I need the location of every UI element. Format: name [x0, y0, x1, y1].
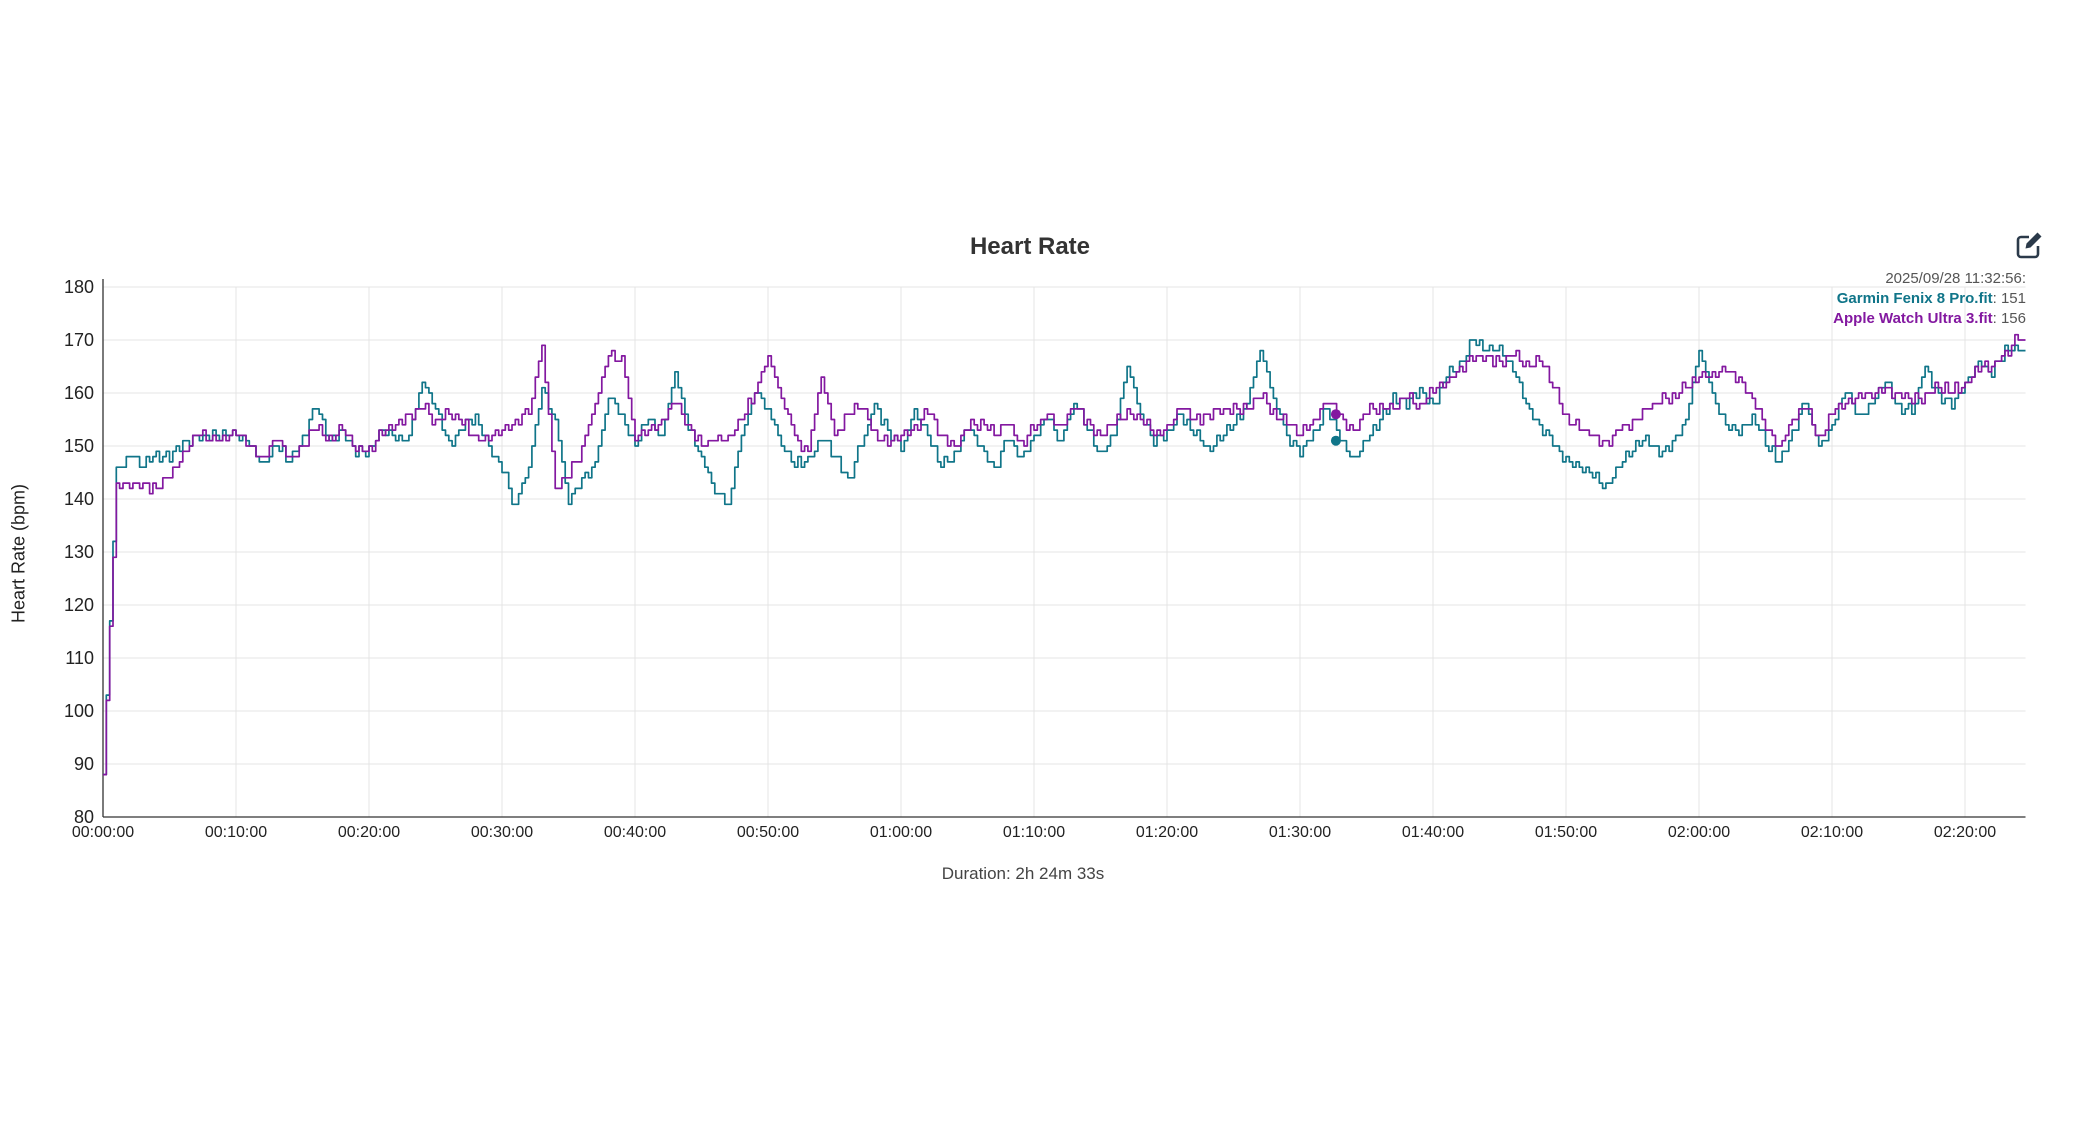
- x-tick-label: 01:20:00: [1135, 824, 1199, 841]
- x-tick-label: 00:20:00: [337, 824, 401, 841]
- y-tick-label: 100: [63, 701, 94, 721]
- y-tick-label: 80: [73, 807, 94, 827]
- x-tick-label: 00:40:00: [603, 824, 667, 841]
- y-tick-label: 160: [63, 383, 94, 403]
- legend-series-name: Garmin Fenix 8 Pro.fit: [1836, 290, 1993, 307]
- legend-item-apple: Apple Watch Ultra 3.fit: 156: [1833, 309, 2026, 329]
- y-tick-label: 130: [63, 542, 94, 562]
- x-tick-label: 01:00:00: [869, 824, 933, 841]
- x-tick-label: 02:20:00: [1933, 824, 1997, 841]
- edit-pencil-square-icon: [2016, 232, 2042, 259]
- hover-marker-garmin: [1330, 435, 1341, 446]
- x-tick-label: 02:00:00: [1667, 824, 1731, 841]
- legend-item-garmin: Garmin Fenix 8 Pro.fit: 151: [1833, 289, 2026, 309]
- series-line-garmin: [103, 339, 2026, 776]
- y-tick-label: 180: [63, 277, 94, 297]
- y-tick-label: 120: [63, 595, 94, 615]
- legend-series-name: Apple Watch Ultra 3.fit: [1833, 310, 1993, 327]
- page-title: Heart Rate: [969, 233, 1091, 260]
- y-tick-label: 90: [73, 754, 94, 774]
- x-tick-label: 00:30:00: [470, 824, 534, 841]
- series-line-apple: [103, 333, 2026, 776]
- x-tick-label: 00:10:00: [204, 824, 268, 841]
- y-tick-label: 150: [63, 436, 94, 456]
- x-tick-label: 00:50:00: [736, 824, 800, 841]
- x-tick-label: 01:40:00: [1401, 824, 1465, 841]
- chart-legend: 2025/09/28 11:32:56: Garmin Fenix 8 Pro.…: [1833, 269, 2026, 329]
- y-tick-label: 110: [65, 648, 94, 668]
- x-tick-label: 01:50:00: [1534, 824, 1598, 841]
- legend-series-value: : 156: [1992, 310, 2026, 327]
- hover-marker-apple: [1330, 409, 1341, 420]
- x-tick-label: 02:10:00: [1800, 824, 1864, 841]
- x-tick-label: 01:10:00: [1002, 824, 1066, 841]
- legend-series-value: : 151: [1992, 290, 2026, 307]
- x-tick-label: 01:30:00: [1268, 824, 1332, 841]
- x-tick-label: 00:00:00: [71, 824, 135, 841]
- x-axis-caption: Duration: 2h 24m 33s: [941, 864, 1105, 883]
- edit-chart-button[interactable]: [2014, 230, 2044, 260]
- y-tick-label: 140: [63, 489, 94, 509]
- legend-timestamp: 2025/09/28 11:32:56:: [1885, 270, 2026, 287]
- y-tick-label: 170: [63, 330, 94, 350]
